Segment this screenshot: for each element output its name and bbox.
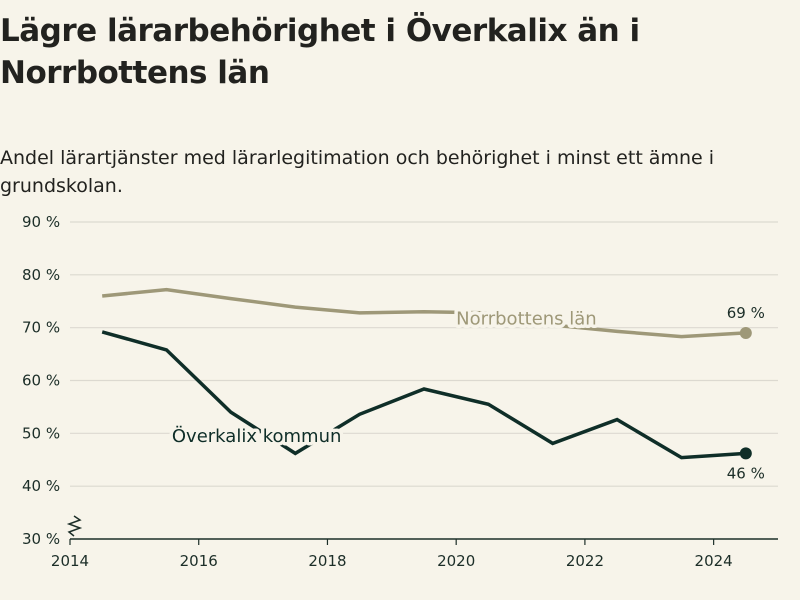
y-axis-ticks: 30 % 40 % 50 % 60 % 70 % 80 % 90 % [22,213,60,548]
series-line-overkalix [101,330,746,460]
x-axis: 2014 2016 2018 2020 2022 2024 [51,515,778,570]
y-tick-label: 80 % [22,266,60,284]
y-tick-label: 60 % [22,372,60,390]
axis-break-icon [66,515,83,537]
x-tick-label: 2018 [308,552,346,570]
series-line-norrbotten [102,287,746,339]
series-label-norrbotten: Norrbottens län [456,308,597,329]
x-tick-label: 2024 [695,552,733,570]
chart-subtitle: Andel lärartjänster med lärarlegitimatio… [0,147,715,197]
x-tick-label: 2014 [51,552,89,570]
chart-title: Lägre lärarbehörighet i Överkalix än i N… [0,13,640,91]
y-tick-label: 40 % [22,477,60,495]
series-end-point [739,447,752,460]
y-tick-label: 70 % [22,319,60,337]
end-value-label: 69 % [727,304,765,322]
series-end-point [739,326,752,339]
y-tick-label: 30 % [22,530,60,548]
series-label-overkalix: Överkalix kommun [172,425,342,447]
x-tick-label: 2022 [566,552,604,570]
x-tick-label: 2016 [180,552,218,570]
y-tick-label: 90 % [22,213,60,231]
series-lines [101,287,752,460]
series-labels: 69 % 46 % Norrbottens län Överkalix kommun [168,304,765,482]
x-tick-label: 2020 [437,552,475,570]
end-value-label: 46 % [727,464,765,482]
gridlines [70,221,778,487]
y-tick-label: 50 % [22,424,60,442]
